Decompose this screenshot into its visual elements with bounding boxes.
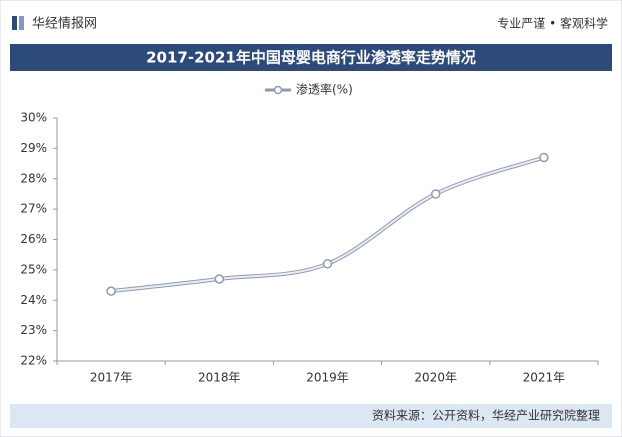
logo-bar [12, 16, 17, 30]
y-tick-label: 27% [20, 202, 47, 216]
x-tick-label: 2021年 [523, 371, 566, 385]
y-tick-label: 22% [20, 354, 47, 368]
point [214, 274, 225, 284]
y-tick-label: 25% [20, 262, 47, 276]
x-tick-label: 2018年 [198, 371, 241, 385]
logo-bar [19, 16, 24, 30]
source: 资料来源：公开资料，华经产业研究院整理 [372, 408, 600, 423]
footer-bar [10, 404, 612, 428]
point [539, 152, 549, 163]
y-tick-label: 26% [20, 232, 47, 246]
x-tick-label: 2017年 [90, 371, 133, 385]
x-tick-label: 2019年 [306, 371, 349, 385]
y-tick-label: 30% [20, 111, 47, 125]
legend-label: 渗透率(%) [296, 82, 353, 97]
y-tick-label: 29% [20, 141, 47, 155]
legend-marker [273, 85, 283, 95]
point [430, 189, 441, 199]
y-tick-label: 24% [20, 293, 47, 307]
y-tick-label: 28% [20, 171, 47, 185]
point [106, 286, 116, 296]
y-tick-label: 23% [20, 323, 47, 337]
title-bar [10, 44, 612, 71]
chart-title: 2017-2021年中国母婴电商行业渗透率走势情况 [146, 49, 476, 67]
x-tick-label: 2020年 [414, 371, 457, 385]
brand: 华经情报网 [32, 17, 97, 32]
point [322, 259, 333, 269]
slogan: 专业严谨 • 客观科学 [497, 16, 608, 31]
